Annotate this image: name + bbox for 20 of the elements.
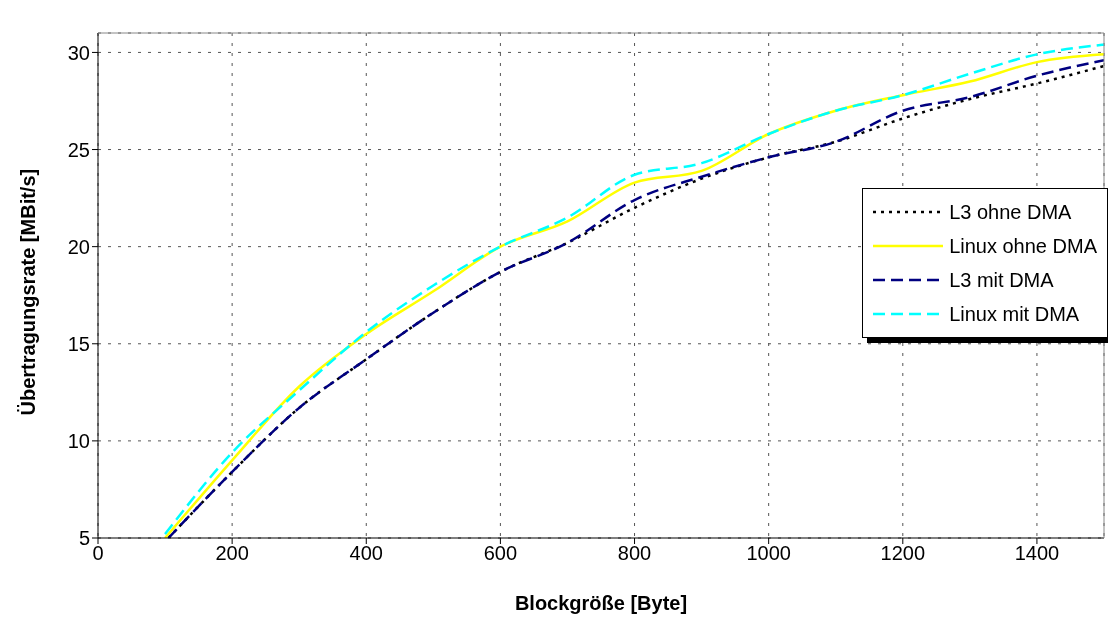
x-tick-label: 1200 [880, 542, 926, 565]
x-tick-label: 800 [617, 542, 652, 565]
x-tick-label: 200 [215, 542, 249, 565]
y-axis-title: Übertragungsrate [MBit/s] [17, 168, 40, 416]
y-tick-label: 15 [67, 332, 90, 355]
legend-label: Linux mit DMA [949, 302, 1080, 327]
x-tick-label: 1000 [746, 542, 791, 565]
y-tick-label: 20 [67, 235, 90, 258]
legend-label: L3 mit DMA [949, 268, 1054, 293]
x-axis-title: Blockgröße [Byte] [514, 592, 688, 614]
legend-label: L3 ohne DMA [949, 200, 1072, 225]
x-tick-label: 400 [349, 542, 383, 565]
x-tick-label: 600 [483, 542, 518, 565]
legend-label: Linux ohne DMA [949, 234, 1097, 259]
y-tick-label: 25 [67, 138, 90, 161]
y-tick-label: 5 [78, 527, 90, 550]
x-tick-label: 0 [92, 542, 104, 565]
y-tick-label: 30 [67, 41, 90, 64]
y-tick-label: 10 [67, 429, 90, 452]
x-tick-label: 1400 [1014, 542, 1060, 565]
